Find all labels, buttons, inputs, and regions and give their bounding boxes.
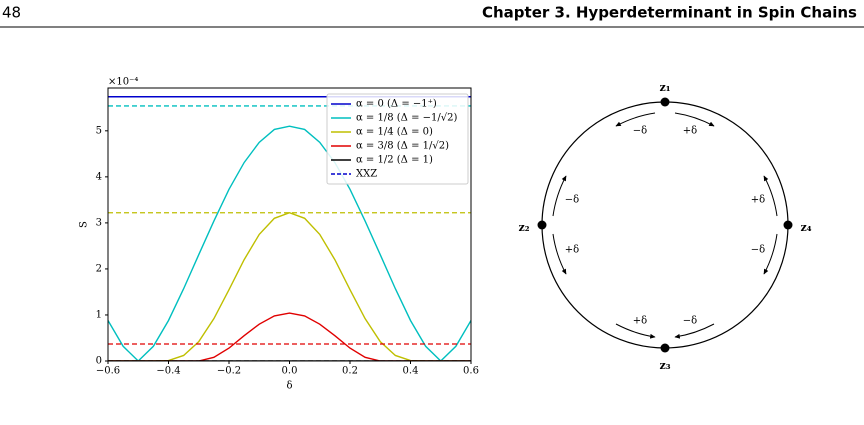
legend-label: α = 0 (Δ = −1⁺) (356, 99, 437, 110)
arrow (552, 233, 567, 275)
node-label: z₃ (659, 359, 670, 372)
arrow (552, 175, 567, 217)
node-label: z₂ (518, 221, 529, 234)
legend-label: α = 1/8 (Δ = −1/√2) (356, 113, 457, 124)
x-tick-label: 0.0 (282, 366, 298, 377)
arrow-label: +δ (565, 245, 579, 256)
chart: −0.6 −0.4 −0.2 0.0 0.2 0.4 0.6 0 1 2 3 4 5 ×10⁻⁴ Sδ α =… (79, 77, 479, 392)
diagram: z₁ z₂ z₃ z₄ −δ +δ −δ +δ +δ −δ +δ −δ (518, 81, 811, 372)
y-tick-label: 1 (96, 309, 102, 320)
legend-box (326, 93, 469, 185)
series-line (108, 125, 471, 361)
node-label: z₁ (659, 81, 670, 94)
series-line (108, 312, 471, 361)
arrow (763, 233, 778, 275)
arrow-label: +δ (751, 195, 765, 206)
x-tick-label: −0.6 (96, 366, 120, 377)
node (660, 343, 670, 353)
x-tick-label: −0.2 (217, 366, 241, 377)
legend-label: α = 3/8 (Δ = 1/√2) (356, 141, 449, 152)
legend-label: XXZ (356, 169, 377, 180)
x-tick-label: 0.4 (403, 366, 419, 377)
x-tick-label: −0.4 (156, 366, 180, 377)
x-axis-label: δ (286, 381, 292, 392)
arrow-label: −δ (565, 195, 579, 206)
y-tick-label: 4 (96, 171, 102, 182)
arrow-label: +δ (683, 126, 697, 137)
x-tick-label: 0.2 (342, 366, 358, 377)
chapter-title: Chapter 3. Hyperdeterminant in Spin Chai… (482, 4, 857, 22)
y-tick-label: 5 (96, 125, 102, 136)
arrow (674, 112, 715, 127)
page-number: 48 (2, 4, 21, 22)
node (660, 97, 670, 107)
node (783, 220, 793, 230)
legend-label: α = 1/4 (Δ = 0) (356, 127, 433, 138)
y-offset: ×10⁻⁴ (108, 77, 138, 88)
y-tick-label: 3 (96, 217, 102, 228)
y-tick-label: 0 (96, 356, 102, 367)
y-axis-label: S (79, 221, 90, 228)
arrow-label: −δ (751, 245, 765, 256)
series-line (108, 212, 471, 361)
arrow (615, 112, 656, 127)
arrow-label: +δ (633, 316, 647, 327)
legend: α = 0 (Δ = −1⁺) α = 1/8 (Δ = −1/√2) α = 1/… (326, 93, 469, 185)
legend-label: α = 1/2 (Δ = 1) (356, 155, 433, 166)
node-label: z₄ (800, 221, 811, 234)
arrow (674, 323, 715, 339)
arrow-label: −δ (633, 126, 647, 137)
arrow (763, 175, 778, 217)
node (537, 220, 547, 230)
arrow (615, 323, 656, 339)
x-tick-label: 0.6 (463, 366, 479, 377)
ring (541, 101, 789, 349)
arrow-label: −δ (683, 316, 697, 327)
plot-frame (107, 87, 472, 362)
y-tick-label: 2 (96, 263, 102, 274)
